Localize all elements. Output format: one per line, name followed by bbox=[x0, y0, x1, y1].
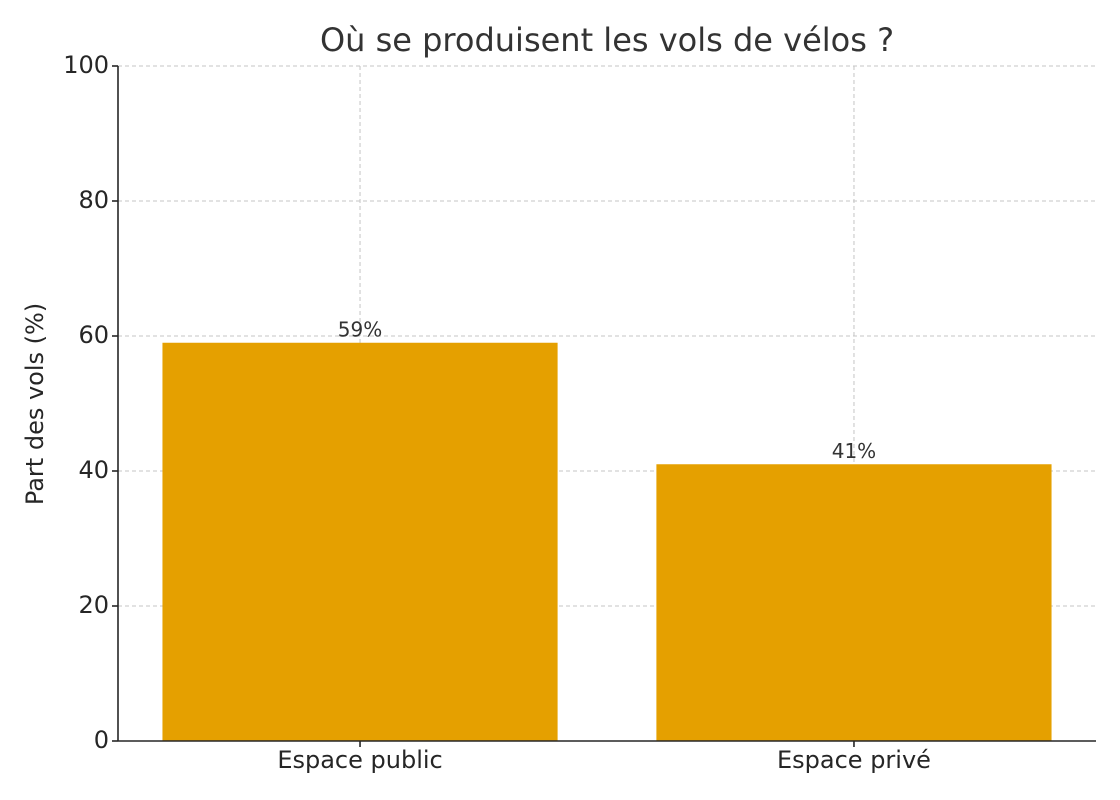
y-tick-label: 20 bbox=[78, 591, 109, 619]
y-tick-label: 100 bbox=[63, 51, 109, 79]
y-tick-label: 60 bbox=[78, 321, 109, 349]
x-tick-label: Espace public bbox=[277, 746, 442, 774]
y-tick-label: 0 bbox=[94, 726, 109, 754]
value-label: 41% bbox=[832, 439, 876, 463]
y-tick-label: 40 bbox=[78, 456, 109, 484]
y-axis-label: Part des vols (%) bbox=[21, 303, 49, 505]
bar bbox=[656, 464, 1052, 741]
chart-title: Où se produisent les vols de vélos ? bbox=[320, 21, 894, 59]
bar bbox=[162, 342, 558, 741]
value-label: 59% bbox=[338, 317, 382, 341]
x-tick-label: Espace privé bbox=[777, 746, 931, 774]
y-tick-label: 80 bbox=[78, 186, 109, 214]
